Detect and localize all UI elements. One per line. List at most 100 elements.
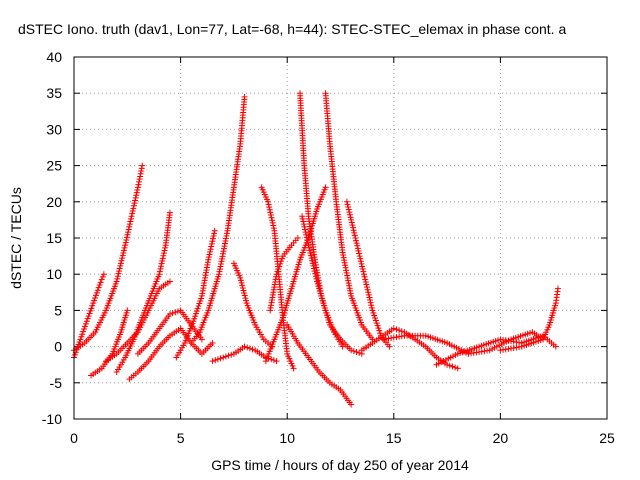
data-point [360, 271, 367, 278]
data-point [270, 222, 277, 229]
y-tick-label: 30 [46, 121, 62, 137]
data-point [356, 349, 363, 356]
data-point [210, 233, 217, 240]
data-point [354, 245, 361, 252]
data-point [81, 326, 88, 333]
data-point [172, 309, 179, 316]
data-point [246, 345, 253, 352]
data-point [554, 285, 561, 292]
data-point [138, 168, 145, 175]
data-point [113, 278, 120, 285]
data-point [273, 271, 280, 278]
data-point [166, 278, 173, 285]
data-point [93, 289, 100, 296]
data-point [96, 282, 103, 289]
data-point [353, 237, 360, 244]
data-point [356, 250, 363, 257]
data-point [91, 297, 98, 304]
data-point [351, 229, 358, 236]
data-point [220, 248, 227, 255]
data-point [342, 262, 349, 269]
data-point [162, 244, 169, 251]
data-point [220, 245, 227, 252]
data-point [166, 311, 173, 318]
data-point [85, 313, 92, 320]
data-point [304, 236, 311, 243]
data-point [300, 218, 307, 225]
data-point [359, 266, 366, 273]
data-point [277, 260, 284, 267]
data-point [218, 258, 225, 265]
data-point [305, 242, 312, 249]
data-point [114, 275, 121, 282]
data-point [368, 302, 375, 309]
data-point [121, 244, 128, 251]
y-tick-label: 35 [46, 85, 62, 101]
data-point [160, 252, 167, 259]
data-point [156, 268, 163, 275]
data-point [266, 206, 273, 213]
data-point [196, 300, 203, 307]
data-point [158, 260, 165, 267]
data-point [367, 299, 374, 306]
data-point [351, 232, 358, 239]
data-point [241, 93, 248, 100]
data-point [139, 162, 146, 169]
data-point [344, 201, 351, 208]
data-point [132, 194, 139, 201]
data-point [341, 259, 348, 266]
data-point [90, 300, 97, 307]
data-point [312, 270, 319, 277]
data-point [276, 263, 283, 270]
data-point [136, 176, 143, 183]
data-point [220, 354, 227, 361]
data-point [275, 266, 282, 273]
data-point [444, 361, 451, 368]
data-point [345, 277, 352, 284]
data-point [393, 326, 400, 333]
data-point [452, 364, 459, 371]
data-point [77, 336, 84, 343]
data-point [221, 243, 228, 250]
data-point [266, 204, 273, 211]
data-point [88, 305, 95, 312]
data-point [119, 255, 126, 262]
data-point [217, 263, 224, 270]
x-tick-label: 25 [599, 430, 615, 446]
data-point [446, 362, 453, 369]
data-point [76, 338, 83, 345]
data-point [120, 249, 127, 256]
data-point [339, 249, 346, 256]
data-point [209, 235, 216, 242]
data-point [198, 295, 205, 302]
data-point [360, 268, 367, 275]
data-point [267, 209, 274, 216]
data-point [306, 244, 313, 251]
data-point [344, 272, 351, 279]
data-point [205, 256, 212, 263]
data-point [94, 287, 101, 294]
data-point [218, 255, 225, 262]
data-point [377, 330, 384, 337]
data-point [309, 260, 316, 267]
data-point [116, 268, 123, 275]
data-point [118, 257, 125, 264]
data-point [239, 284, 246, 291]
data-point [125, 226, 132, 233]
data-point [194, 305, 201, 312]
data-point [216, 268, 223, 275]
data-point [304, 239, 311, 246]
data-point [347, 290, 354, 297]
data-point [359, 263, 366, 270]
data-point [122, 239, 129, 246]
data-point [87, 307, 94, 314]
data-point [367, 297, 374, 304]
data-point [302, 226, 309, 233]
data-point [348, 216, 355, 223]
data-point [303, 234, 310, 241]
data-point [86, 310, 93, 317]
data-point [348, 401, 355, 408]
data-point [242, 295, 249, 302]
data-point [347, 214, 354, 221]
